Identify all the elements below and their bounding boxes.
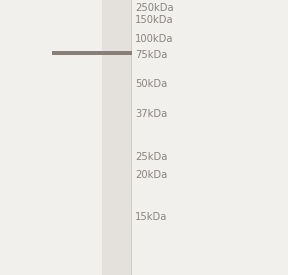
Bar xyxy=(52,51,132,55)
Text: 20kDa: 20kDa xyxy=(135,170,168,180)
Text: 25kDa: 25kDa xyxy=(135,152,168,162)
Text: 100kDa: 100kDa xyxy=(135,34,174,43)
Text: 50kDa: 50kDa xyxy=(135,79,168,89)
Text: 75kDa: 75kDa xyxy=(135,50,168,60)
Text: 15kDa: 15kDa xyxy=(135,212,168,222)
Text: 250kDa: 250kDa xyxy=(135,3,174,13)
Bar xyxy=(102,0,131,275)
Text: 37kDa: 37kDa xyxy=(135,109,168,119)
Text: 150kDa: 150kDa xyxy=(135,15,174,25)
